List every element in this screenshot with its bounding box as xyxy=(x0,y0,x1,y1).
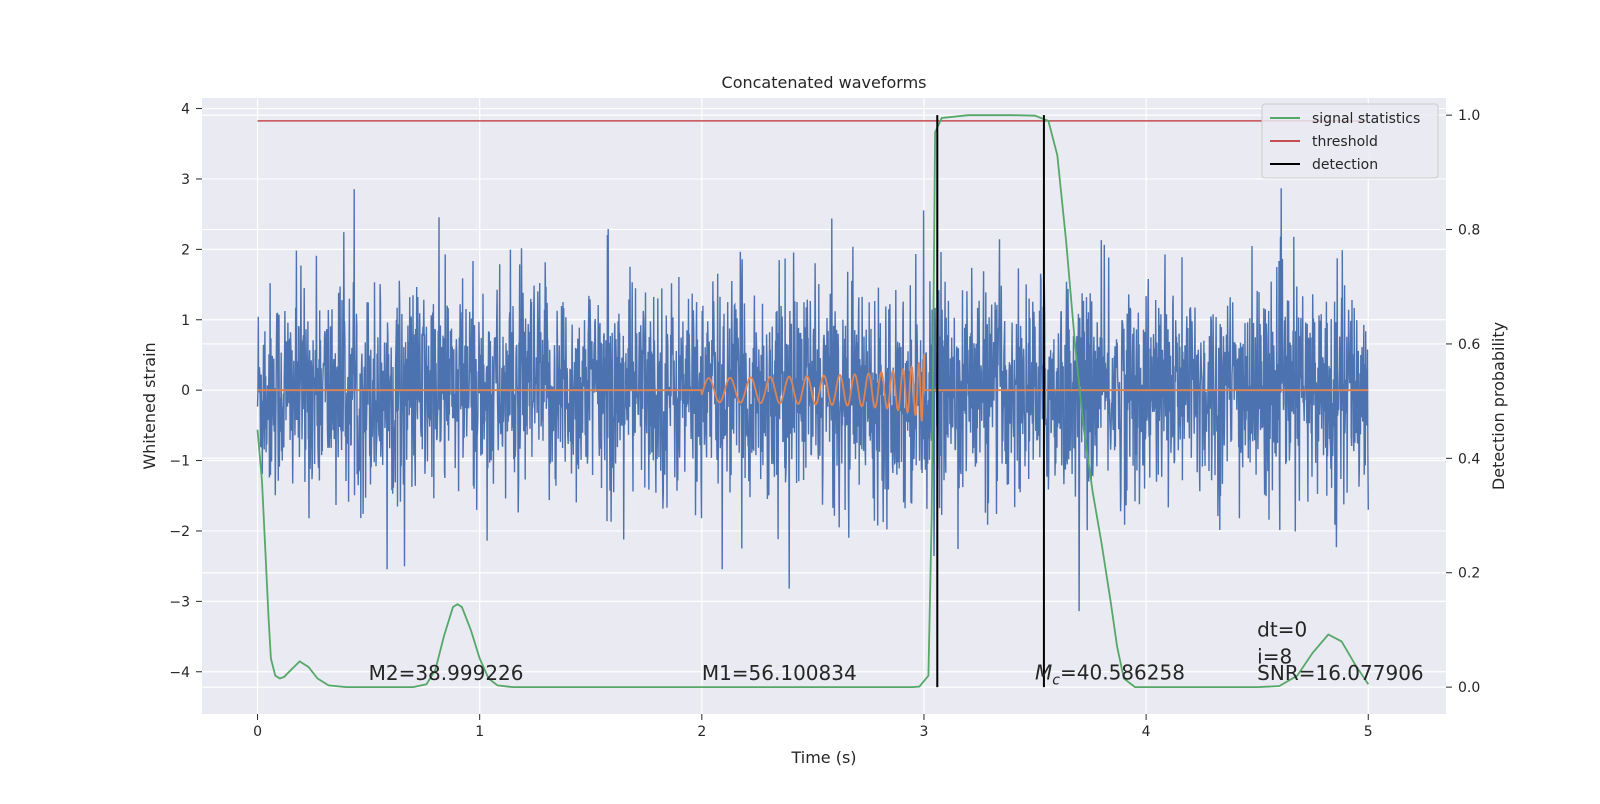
y-tick-label: −1 xyxy=(169,454,190,470)
annotation-text: Mc=40.586258 xyxy=(1035,661,1185,689)
annotation-text: dt=0 xyxy=(1257,618,1307,642)
y-tick-label: 2 xyxy=(181,242,190,258)
x-tick-label: 4 xyxy=(1142,724,1151,740)
x-tick-label: 1 xyxy=(475,724,484,740)
legend-label: detection xyxy=(1312,157,1378,173)
legend: signal statistics threshold detection xyxy=(1261,103,1439,179)
y-right-tick-label: 0.0 xyxy=(1458,680,1480,696)
legend-label: signal statistics xyxy=(1312,111,1420,127)
annotation-text: M2=38.999226 xyxy=(369,661,524,685)
axes: 0 1 2 3 4 5 −4 −3 −2 −1 0 1 2 3 4 0.0 0.2 0.4 0.6 0.8 1.0 xyxy=(169,102,1480,740)
y-tick-label: −2 xyxy=(169,524,190,540)
x-tick-label: 2 xyxy=(697,724,706,740)
y-tick-label: −3 xyxy=(169,594,190,610)
x-tick-label: 0 xyxy=(253,724,262,740)
annotation-text: SNR=16.077906 xyxy=(1257,661,1423,685)
y-right-tick-label: 0.4 xyxy=(1458,451,1480,467)
x-tick-label: 5 xyxy=(1364,724,1373,740)
x-tick-label: 3 xyxy=(920,724,929,740)
annotations: M2=38.999226 M1=56.100834 Mc=40.586258 dt=0… xyxy=(369,618,1424,689)
x-axis-label: Time (s) xyxy=(790,748,856,767)
y-right-tick-label: 0.6 xyxy=(1458,337,1480,353)
y-right-tick-label: 0.8 xyxy=(1458,223,1480,239)
annotation-text: M1=56.100834 xyxy=(702,661,857,685)
annotation-text: i=8 xyxy=(1257,644,1292,668)
y-tick-label: 4 xyxy=(181,102,190,118)
series-chirp-line xyxy=(257,354,1369,422)
y-axis-label: Whitened strain xyxy=(140,342,159,469)
y-right-tick-label: 0.2 xyxy=(1458,566,1480,582)
series-noise-line xyxy=(256,188,1369,612)
y-tick-label: 3 xyxy=(181,172,190,188)
legend-box xyxy=(1261,103,1439,179)
chart-title: Concatenated waveforms xyxy=(722,73,927,92)
legend-label: threshold xyxy=(1312,134,1378,150)
y-tick-label: 0 xyxy=(181,383,190,399)
series-signal-statistics-line xyxy=(256,114,1370,688)
y-tick-label: −4 xyxy=(169,665,190,681)
y-axis-right-label: Detection probability xyxy=(1489,322,1508,490)
series-layer xyxy=(256,114,1370,688)
y-tick-label: 1 xyxy=(181,313,190,329)
y-right-tick-label: 1.0 xyxy=(1458,108,1480,124)
